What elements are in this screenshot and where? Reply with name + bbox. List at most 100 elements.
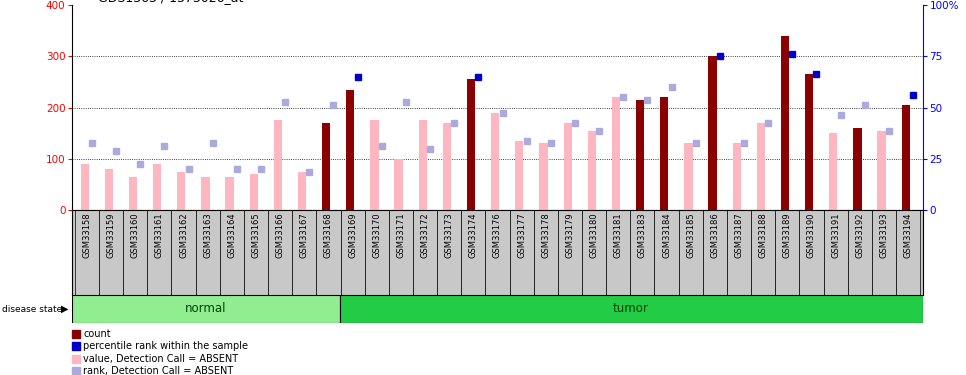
Bar [177, 172, 185, 210]
Text: rank, Detection Call = ABSENT: rank, Detection Call = ABSENT [83, 366, 234, 375]
Bar [124, 210, 147, 295]
Bar [563, 123, 572, 210]
Bar [660, 97, 668, 210]
Text: value, Detection Call = ABSENT: value, Detection Call = ABSENT [83, 354, 239, 364]
Bar [104, 169, 113, 210]
Text: normal: normal [185, 303, 227, 315]
Bar [317, 210, 341, 295]
Bar [515, 141, 524, 210]
Text: GSM33158: GSM33158 [82, 213, 92, 258]
Bar [99, 210, 124, 295]
Bar [732, 143, 741, 210]
Bar [533, 210, 557, 295]
Text: GSM33194: GSM33194 [903, 213, 913, 258]
Text: GSM33191: GSM33191 [831, 213, 840, 258]
Text: GSM33167: GSM33167 [299, 213, 309, 258]
Bar [727, 210, 752, 295]
Text: GSM33181: GSM33181 [613, 213, 623, 258]
Bar [80, 164, 89, 210]
Bar [781, 36, 789, 210]
Bar [292, 210, 316, 295]
Text: GSM33186: GSM33186 [710, 213, 720, 258]
Bar [322, 123, 330, 210]
Bar [655, 210, 678, 295]
Text: GSM33172: GSM33172 [420, 213, 430, 258]
Bar [72, 295, 340, 323]
Text: ▶: ▶ [61, 304, 69, 314]
Bar [587, 130, 596, 210]
Text: GSM33188: GSM33188 [758, 213, 768, 258]
Bar [607, 210, 630, 295]
Bar [467, 80, 475, 210]
Bar [848, 210, 871, 295]
Bar [582, 210, 607, 295]
Bar [684, 143, 693, 210]
Text: GSM33176: GSM33176 [493, 213, 502, 258]
Text: GSM33169: GSM33169 [348, 213, 357, 258]
Bar [365, 210, 388, 295]
Bar [491, 112, 499, 210]
Bar [702, 210, 726, 295]
Text: GSM33165: GSM33165 [251, 213, 261, 258]
Bar [153, 164, 161, 210]
Text: GSM33190: GSM33190 [807, 213, 816, 258]
Bar [147, 210, 172, 295]
Text: GSM33163: GSM33163 [203, 213, 213, 258]
Bar [195, 210, 220, 295]
Text: GDS1363 / 1373026_at: GDS1363 / 1373026_at [98, 0, 243, 4]
Text: GSM33187: GSM33187 [734, 213, 744, 258]
Bar [756, 123, 765, 210]
Text: GSM33173: GSM33173 [444, 213, 454, 258]
Bar [678, 210, 703, 295]
Text: GSM33183: GSM33183 [638, 213, 647, 258]
Bar [201, 177, 210, 210]
Bar [800, 210, 823, 295]
Bar [872, 210, 896, 295]
Bar [823, 210, 848, 295]
Text: GSM33171: GSM33171 [396, 213, 406, 258]
Bar [442, 123, 451, 210]
Text: count: count [83, 328, 111, 339]
Bar [853, 128, 862, 210]
Text: GSM33193: GSM33193 [879, 213, 889, 258]
Text: GSM33177: GSM33177 [517, 213, 526, 258]
Text: GSM33185: GSM33185 [686, 213, 696, 258]
Bar [485, 210, 510, 295]
Bar [413, 210, 437, 295]
Text: GSM33160: GSM33160 [130, 213, 140, 258]
Text: GSM33179: GSM33179 [565, 213, 575, 258]
Bar [775, 210, 799, 295]
Bar [901, 105, 910, 210]
Text: GSM33174: GSM33174 [469, 213, 478, 258]
Bar [752, 210, 776, 295]
Bar [611, 97, 620, 210]
Bar [370, 120, 379, 210]
Text: GSM33184: GSM33184 [662, 213, 671, 258]
Text: GSM33166: GSM33166 [275, 213, 285, 258]
Bar [220, 210, 243, 295]
Bar [418, 120, 427, 210]
Bar [510, 210, 534, 295]
Bar [225, 177, 234, 210]
Bar [172, 210, 195, 295]
Bar [346, 90, 355, 210]
Text: GSM33164: GSM33164 [227, 213, 237, 258]
Bar [341, 210, 365, 295]
Bar [437, 210, 462, 295]
Bar [249, 174, 258, 210]
Bar [558, 210, 582, 295]
Bar [805, 74, 813, 210]
Bar [877, 130, 886, 210]
Bar [340, 295, 923, 323]
Text: GSM33168: GSM33168 [324, 213, 333, 258]
Text: GSM33159: GSM33159 [106, 213, 116, 258]
Bar [273, 120, 282, 210]
Bar [708, 56, 717, 210]
Bar [269, 210, 292, 295]
Bar [829, 133, 838, 210]
Bar [636, 100, 644, 210]
Text: GSM33192: GSM33192 [855, 213, 865, 258]
Bar [298, 172, 306, 210]
Bar [75, 210, 99, 295]
Text: GSM33162: GSM33162 [179, 213, 188, 258]
